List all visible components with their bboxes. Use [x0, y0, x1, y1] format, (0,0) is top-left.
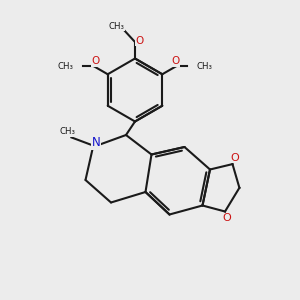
- Text: O: O: [92, 56, 100, 66]
- Text: O: O: [171, 56, 179, 66]
- Text: O: O: [222, 213, 231, 223]
- Text: CH₃: CH₃: [197, 62, 213, 71]
- Text: CH₃: CH₃: [57, 62, 73, 71]
- Text: O: O: [230, 152, 239, 163]
- Text: N: N: [92, 136, 100, 149]
- Text: CH₃: CH₃: [108, 22, 124, 31]
- Text: CH₃: CH₃: [60, 128, 76, 136]
- Text: O: O: [135, 36, 144, 46]
